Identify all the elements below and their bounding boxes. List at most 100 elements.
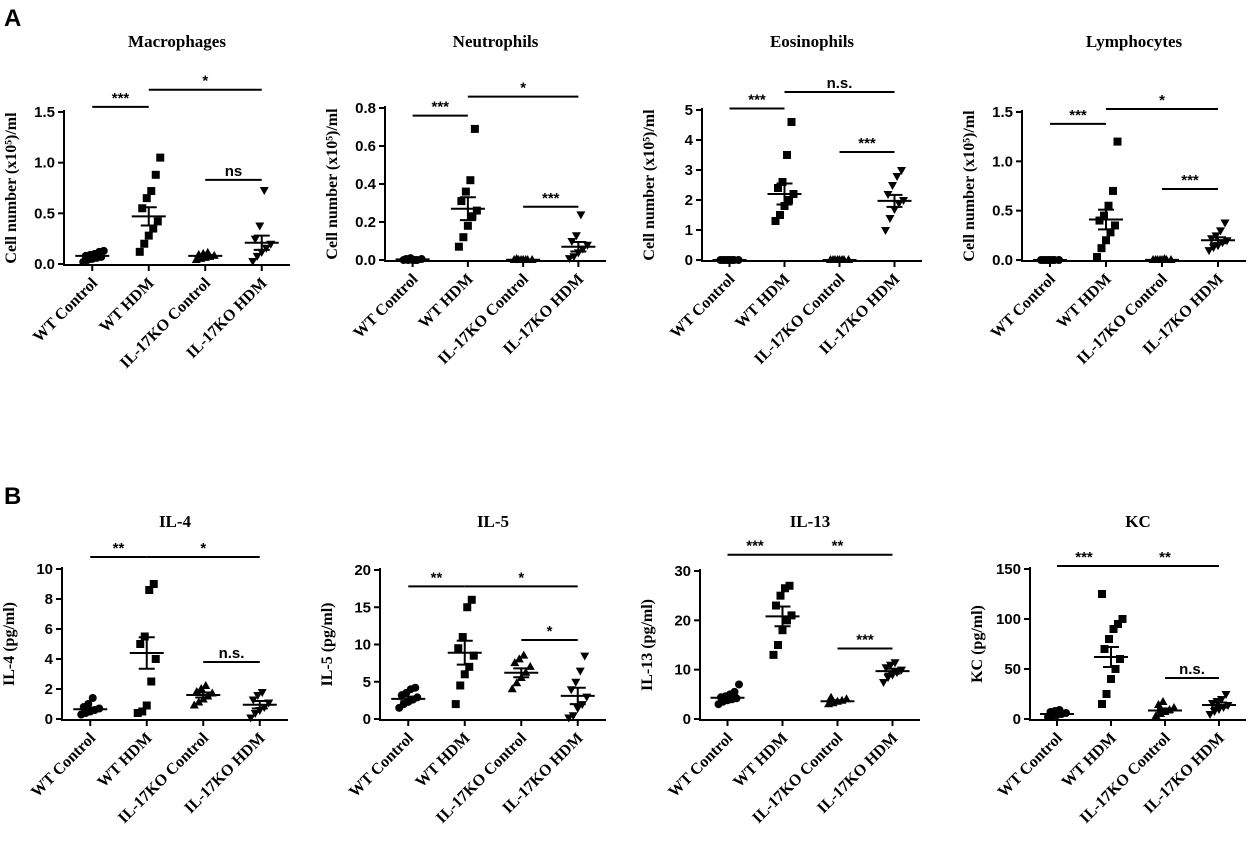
data-point <box>1204 247 1214 256</box>
significance-label: *** <box>746 538 764 555</box>
y-tick-label: 0.5 <box>34 205 55 222</box>
data-point <box>735 680 743 689</box>
data-point <box>147 187 156 196</box>
chart-title: Lymphocytes <box>1086 32 1183 51</box>
data-point <box>879 679 888 687</box>
data-point <box>140 239 149 248</box>
x-category-label: WT Control <box>995 729 1066 800</box>
data-point <box>467 595 476 604</box>
y-tick-label: 10 <box>674 662 691 679</box>
data-point <box>411 683 420 692</box>
data-point <box>457 197 466 206</box>
y-tick-label: 0.8 <box>355 100 376 117</box>
x-category-label: WT Control <box>667 270 738 341</box>
data-point <box>459 233 468 242</box>
data-point <box>99 246 108 255</box>
data-point <box>1098 590 1106 598</box>
y-tick-label: 0.0 <box>992 252 1013 269</box>
chart-title: IL-5 <box>477 512 509 531</box>
chart-eosinophils: Eosinophils 0 1 2 3 4 5 Cell number (x10⁵)/ml WT… <box>641 32 922 368</box>
data-point <box>149 580 158 588</box>
data-point <box>253 692 263 700</box>
y-axis-label: IL-13 (pg/ml) <box>639 599 656 691</box>
significance-label: ns <box>225 163 243 180</box>
data-point <box>151 170 160 179</box>
panel-letter-a: A <box>4 5 21 32</box>
significance-label: ** <box>832 538 844 555</box>
chart-title: IL-4 <box>159 512 192 531</box>
data-point <box>507 684 517 693</box>
y-axis-label: Cell number (x10⁵)/ml <box>3 112 20 264</box>
y-tick-label: 0.4 <box>355 176 377 193</box>
data-point <box>463 221 472 230</box>
data-point <box>1105 635 1113 643</box>
y-axis-label: Cell number (x10⁵)/ml <box>641 109 658 261</box>
data-point <box>886 661 895 670</box>
data-point <box>730 687 739 696</box>
data-point <box>149 224 158 233</box>
data-point <box>147 677 156 686</box>
data-point <box>564 714 574 723</box>
data-point <box>573 704 583 713</box>
y-tick-label: 0 <box>363 711 371 728</box>
data-point <box>145 586 154 594</box>
data-point <box>1154 700 1163 708</box>
data-point <box>463 603 472 612</box>
data-point <box>888 182 897 190</box>
data-point <box>456 681 465 690</box>
data-point <box>897 167 906 175</box>
data-point <box>460 670 469 679</box>
significance-label: *** <box>112 90 130 107</box>
significance-label: *** <box>856 631 874 648</box>
y-tick-label: 10 <box>354 637 371 654</box>
significance-label: *** <box>858 135 876 152</box>
data-point <box>201 681 211 689</box>
data-point <box>1102 236 1110 245</box>
y-tick-label: 0 <box>685 252 693 269</box>
data-point <box>771 217 780 225</box>
data-point <box>776 211 784 219</box>
significance-label: n.s. <box>827 75 853 92</box>
x-category-label: WT HDM <box>96 275 157 336</box>
y-tick-label: 1.0 <box>992 153 1013 170</box>
significance-label: n.s. <box>219 645 245 662</box>
significance-label: * <box>200 540 206 557</box>
data-point <box>136 640 145 648</box>
data-point <box>259 187 269 196</box>
y-tick-label: 100 <box>996 611 1021 628</box>
significance-label: ** <box>431 569 443 586</box>
data-point <box>461 187 470 196</box>
y-tick-label: 15 <box>354 599 371 616</box>
data-point <box>189 700 199 709</box>
y-tick-label: 0.0 <box>34 256 55 273</box>
y-tick-label: 3 <box>685 162 693 179</box>
y-tick-label: 5 <box>363 674 371 691</box>
data-point <box>203 247 213 256</box>
chart-title: Neutrophils <box>453 32 539 51</box>
significance-label: *** <box>748 92 766 109</box>
y-tick-label: 1.5 <box>34 104 55 121</box>
significance-label: ** <box>1159 549 1171 566</box>
significance-label: * <box>202 73 208 90</box>
data-point <box>575 667 585 676</box>
chart-macrophages: Macrophages 0.0 0.5 1.0 1.5 Cell number (x10⁵… <box>3 32 290 372</box>
y-tick-label: 1.5 <box>992 104 1013 121</box>
data-point <box>1104 201 1113 210</box>
data-point <box>250 710 260 718</box>
data-point <box>568 712 578 721</box>
data-point <box>1217 696 1226 704</box>
x-category-label: WT HDM <box>94 730 155 791</box>
data-point <box>1107 675 1115 683</box>
data-point <box>1098 700 1106 708</box>
data-point <box>519 650 529 659</box>
data-point <box>252 252 262 261</box>
data-point <box>1220 219 1230 228</box>
data-point <box>144 231 153 240</box>
data-point <box>470 124 479 133</box>
data-point <box>571 232 581 241</box>
data-point <box>472 206 481 215</box>
significance-label: *** <box>1069 107 1087 124</box>
y-tick-label: 0.6 <box>355 138 376 155</box>
